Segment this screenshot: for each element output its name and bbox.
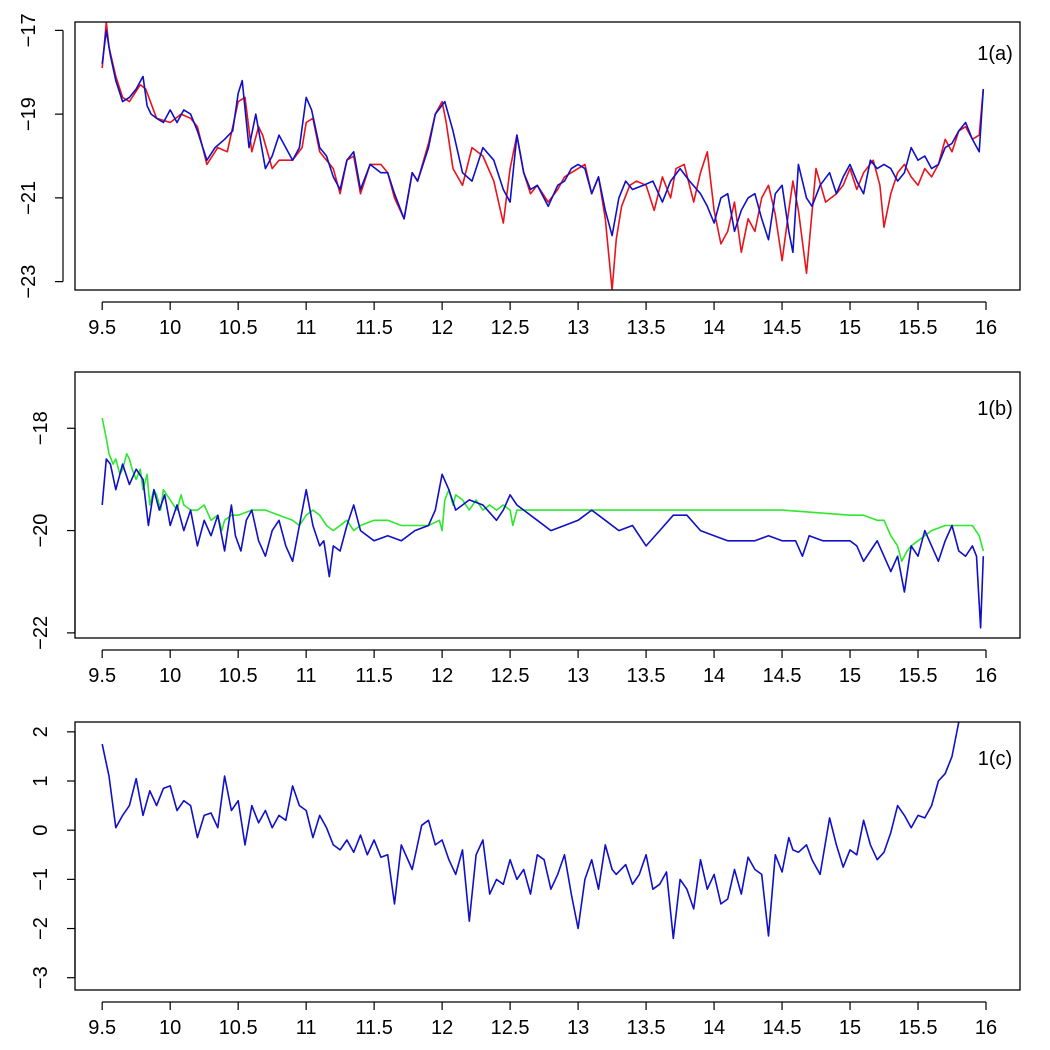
x-tick-label: 12.5 [491,317,530,339]
plot-frame [74,21,1021,291]
y-tick-label: 2 [30,726,52,737]
y-tick-label: −21 [18,181,40,215]
x-tick-label: 14 [703,317,725,339]
plot-frame [74,371,1021,639]
x-tick-label: 9.5 [88,1017,116,1039]
x-tick-label: 10 [159,317,181,339]
x-tick-label: 16 [975,665,997,687]
x-tick-label: 10 [159,665,181,687]
series-line-blue [101,29,985,254]
panel-c: 9.5 10 10.5 11 11.5 12 12.5 13 13.5 14 14.5 15 15.5 1… [30,721,1021,1039]
y-tick-label: −17 [18,13,40,47]
panel-b: 9.5 10 10.5 11 11.5 12 12.5 13 13.5 14 14.5 15 15.5 1… [30,371,1021,687]
x-tick-label: 16 [975,1017,997,1039]
x-tick-label: 13.5 [627,1017,666,1039]
y-tick-label: 0 [30,825,52,836]
panel-label: 1(c) [978,748,1012,770]
x-tick-label: 13 [567,665,589,687]
y-tick-label: 1 [30,775,52,786]
y-tick-label: −3 [30,966,52,989]
x-tick-label: 14.5 [763,317,802,339]
x-tick-label: 12 [431,317,453,339]
x-tick-label: 14.5 [763,1017,802,1039]
x-tick-label: 9.5 [88,665,116,687]
x-tick-label: 11.5 [355,1017,392,1039]
x-tick-label: 10.5 [219,317,258,339]
y-tick-label: −2 [30,917,52,940]
x-tick-label: 9.5 [88,317,116,339]
y-tick-label: −18 [30,411,52,445]
series-line-blue [101,458,985,629]
x-tick-label: 11 [296,1017,317,1039]
y-tick-label: −19 [18,97,40,131]
series-line-blue [101,722,960,940]
x-tick-label: 15 [839,665,861,687]
y-tick-label: −22 [30,616,52,650]
x-tick-label: 11 [296,665,317,687]
x-tick-label: 15.5 [899,665,938,687]
x-tick-label: 14.5 [763,665,802,687]
panel-a: 9.5 10 10.5 11 11.5 12 12.5 13 13.5 14 14.5 15 15.5 1… [18,13,1021,339]
y-tick-label: −23 [18,265,40,299]
x-tick-label: 15.5 [899,317,938,339]
x-tick-label: 12 [431,665,453,687]
x-tick-label: 11 [296,317,317,339]
panel-label: 1(b) [977,398,1013,420]
series-line-red [101,22,985,290]
series-line-green [101,417,985,563]
x-tick-label: 16 [975,317,997,339]
x-tick-label: 10.5 [219,665,258,687]
x-tick-label: 15 [839,1017,861,1039]
x-tick-label: 15.5 [899,1017,938,1039]
x-tick-label: 10.5 [219,1017,258,1039]
x-tick-label: 12 [431,1017,453,1039]
plot-frame [74,721,1021,991]
x-tick-label: 11.5 [355,665,392,687]
x-tick-label: 13.5 [627,665,666,687]
x-tick-label: 13.5 [627,317,666,339]
panel-label: 1(a) [977,43,1013,65]
x-tick-label: 12.5 [491,1017,530,1039]
x-tick-label: 13 [567,1017,589,1039]
y-tick-label: −20 [30,514,52,548]
x-tick-label: 14 [703,1017,725,1039]
y-tick-label: −1 [30,868,52,891]
x-tick-label: 13 [567,317,589,339]
x-tick-label: 11.5 [355,317,392,339]
x-tick-label: 14 [703,665,725,687]
x-tick-label: 10 [159,1017,181,1039]
x-tick-label: 15 [839,317,861,339]
x-tick-label: 12.5 [491,665,530,687]
